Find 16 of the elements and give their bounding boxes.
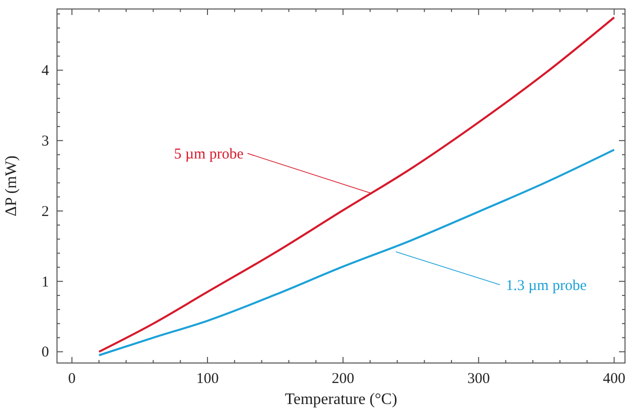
line-series [98, 148, 616, 356]
x-tick-label: 100 [196, 371, 219, 387]
y-tick-label: 2 [42, 204, 49, 220]
x-tick-label: 0 [68, 371, 76, 387]
annotation: 1.3 µm probe [506, 278, 587, 294]
y-tick-label: 4 [42, 63, 50, 80]
y-tick-label: 0 [42, 344, 49, 361]
line-series [98, 16, 616, 353]
x-tick-label: 300 [467, 371, 490, 387]
annotation: 5 µm probe [174, 146, 244, 162]
y-tick-label: 3 [42, 134, 49, 150]
y-tick-label: 1 [42, 274, 49, 290]
x-axis-title: Temperature (°C) [284, 391, 398, 408]
x-tick-label: 400 [602, 371, 626, 387]
y-axis-title: ΔP (mW) [3, 156, 20, 216]
x-tick-label: 200 [332, 371, 354, 387]
